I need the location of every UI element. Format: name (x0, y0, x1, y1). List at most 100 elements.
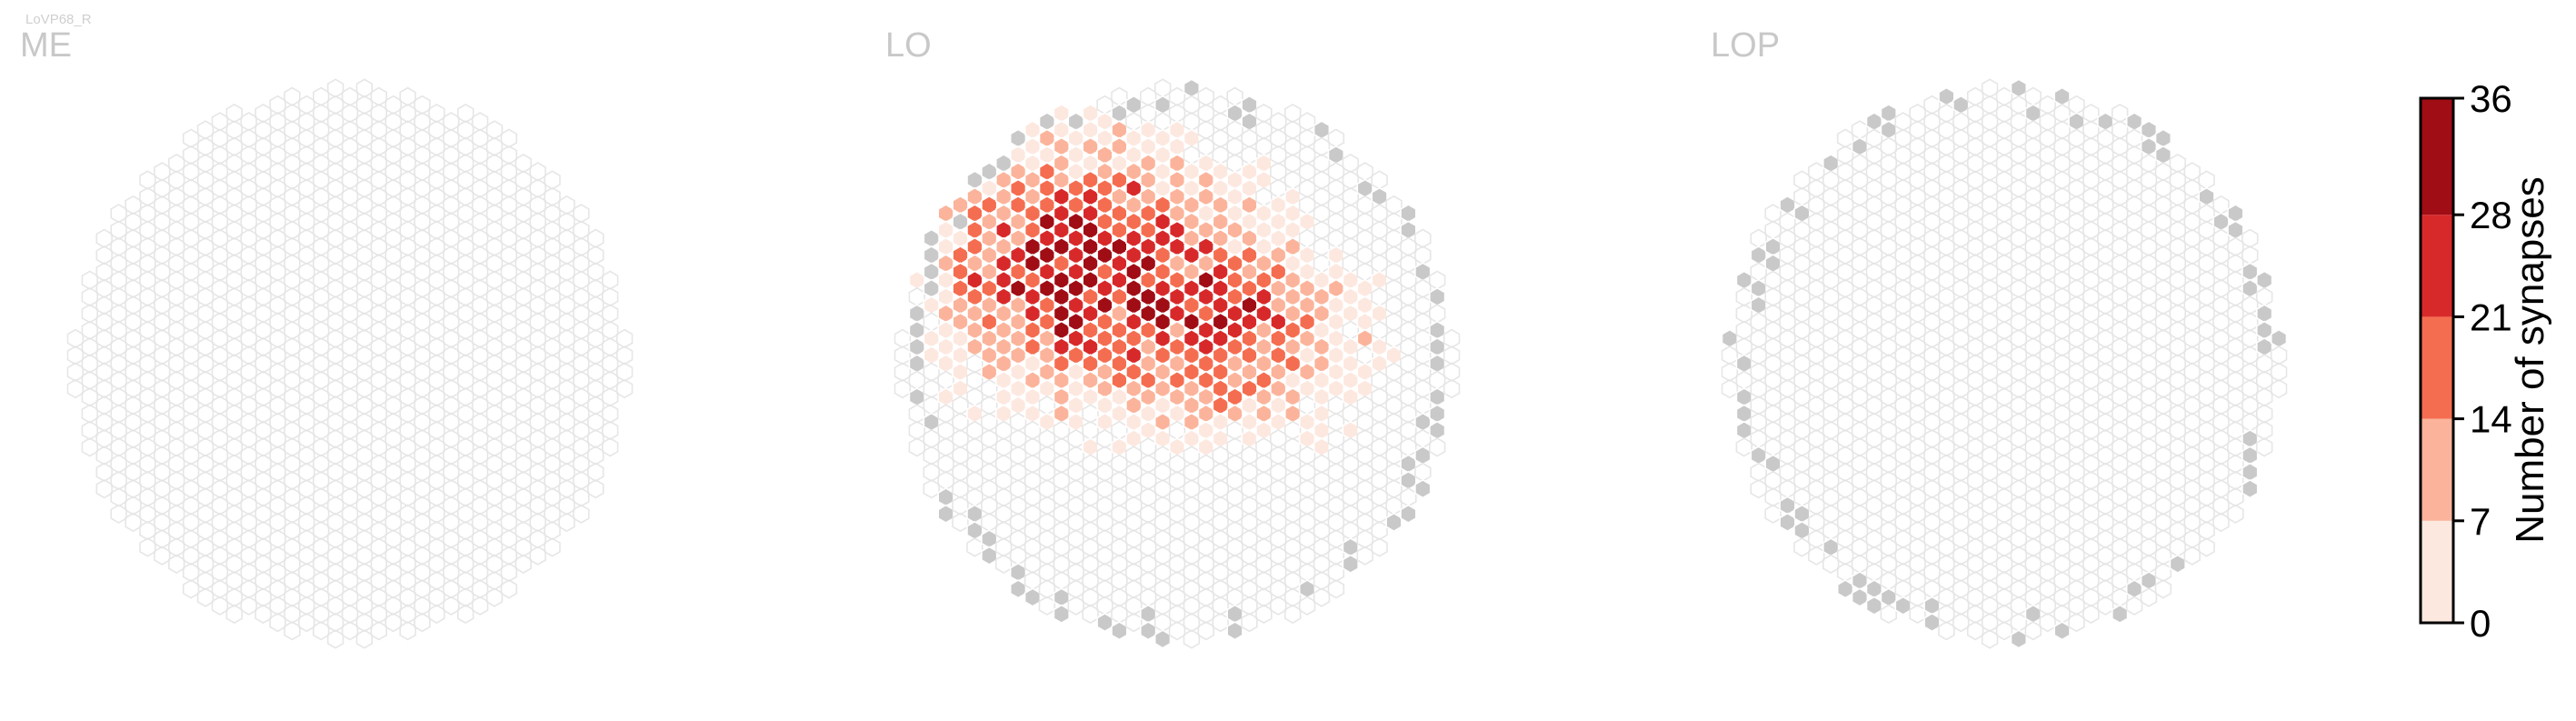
hex-cell (966, 387, 983, 407)
hex-cell (457, 186, 474, 207)
hex-cell (428, 320, 445, 340)
hex-cell (1168, 370, 1186, 391)
hex-cell (1414, 396, 1432, 416)
hex-cell (1808, 245, 1825, 265)
hex-cell (1327, 295, 1345, 315)
hex-cell (1270, 345, 1287, 366)
hex-cell (1938, 220, 1955, 240)
hex-cell (355, 362, 374, 382)
hex-cell (240, 579, 257, 599)
hex-cell (1226, 587, 1243, 607)
hex-cell (1284, 204, 1302, 224)
hex-cell (1023, 387, 1042, 407)
hex-cell (457, 537, 474, 557)
hex-cell (1067, 178, 1084, 198)
hex-cell (2256, 404, 2273, 424)
hex-cell (1952, 128, 1970, 148)
hex-cell (1779, 428, 1796, 449)
hex-cell (1140, 220, 1157, 240)
hex-cell (95, 396, 113, 416)
hex-cell (313, 404, 330, 424)
hex-cell (1168, 537, 1186, 557)
hex-cell (428, 504, 445, 524)
hex-cell (1226, 454, 1243, 474)
hex-cell (1270, 529, 1287, 549)
hex-cell (558, 378, 575, 399)
hex-cell (1212, 529, 1229, 549)
hex-cell (2125, 128, 2143, 148)
hex-cell (240, 112, 257, 132)
hex-cell (1313, 387, 1331, 407)
hex-cell (211, 145, 229, 165)
hex-cell (1356, 178, 1373, 198)
hex-cell (211, 228, 229, 249)
hex-cell (1241, 412, 1258, 432)
hex-cell (1140, 520, 1157, 541)
hex-cell (1023, 170, 1042, 190)
hex-cell (1371, 470, 1388, 491)
hex-cell (298, 546, 315, 566)
hex-cell (284, 186, 301, 207)
hex-cell (1822, 470, 1840, 491)
hex-cell (154, 378, 171, 399)
hex-cell (1125, 212, 1143, 232)
hex-cell (414, 546, 431, 566)
hex-cell (326, 496, 344, 516)
hex-cell (1952, 579, 1970, 599)
hex-cell (995, 204, 1013, 224)
hex-cell (485, 437, 504, 457)
hex-cell (485, 470, 504, 491)
hex-cell (2024, 354, 2042, 374)
hex-cell (1894, 228, 1912, 249)
hex-cell (2039, 262, 2056, 282)
hex-cell (211, 195, 229, 215)
hex-cell (1880, 136, 1897, 157)
hex-cell (1851, 136, 1869, 157)
hex-cell (1168, 304, 1186, 324)
hex-cell (573, 270, 590, 290)
hex-cell (457, 220, 474, 240)
hex-cell (1880, 320, 1897, 340)
hex-cell (1082, 587, 1099, 607)
hex-cell (1067, 328, 1084, 349)
hex-cell (1096, 462, 1113, 483)
hex-cell (1400, 254, 1417, 274)
hex-cell (1923, 612, 1941, 633)
hex-cell (1779, 396, 1796, 416)
hex-cell (2053, 304, 2071, 324)
hex-cell (1342, 487, 1359, 507)
hex-cell (1111, 554, 1128, 575)
hex-cell (2082, 286, 2100, 307)
hex-cell (2053, 587, 2071, 607)
hex-cell (81, 270, 98, 290)
hex-cell (587, 262, 604, 282)
hex-cell (1009, 446, 1027, 466)
hex-cell (196, 454, 215, 474)
hex-cell (995, 354, 1013, 374)
hex-cell (1414, 446, 1432, 466)
hex-cell (1168, 153, 1186, 174)
hex-cell (225, 270, 243, 290)
hex-cell (1894, 312, 1912, 332)
hex-cell (1938, 304, 1955, 324)
hex-cell (2097, 128, 2114, 148)
hex-cell (514, 236, 532, 257)
hex-cell (2183, 428, 2201, 449)
hex-cell (2169, 404, 2186, 424)
hex-cell (384, 396, 402, 416)
hex-cell (1981, 428, 1999, 449)
hex-cell (995, 236, 1013, 257)
hex-cell (1009, 178, 1027, 198)
hex-cell (1865, 145, 1883, 165)
hex-cell (1880, 254, 1897, 274)
hex-cell (1183, 345, 1201, 366)
hex-cell (1313, 236, 1331, 257)
hex-cell (1053, 304, 1070, 324)
hex-cell (1923, 312, 1941, 332)
hex-cell (168, 220, 185, 240)
hex-cell (1822, 170, 1840, 190)
hex-cell (1009, 412, 1027, 432)
hex-cell (1067, 112, 1084, 132)
hex-cell (1342, 354, 1359, 374)
